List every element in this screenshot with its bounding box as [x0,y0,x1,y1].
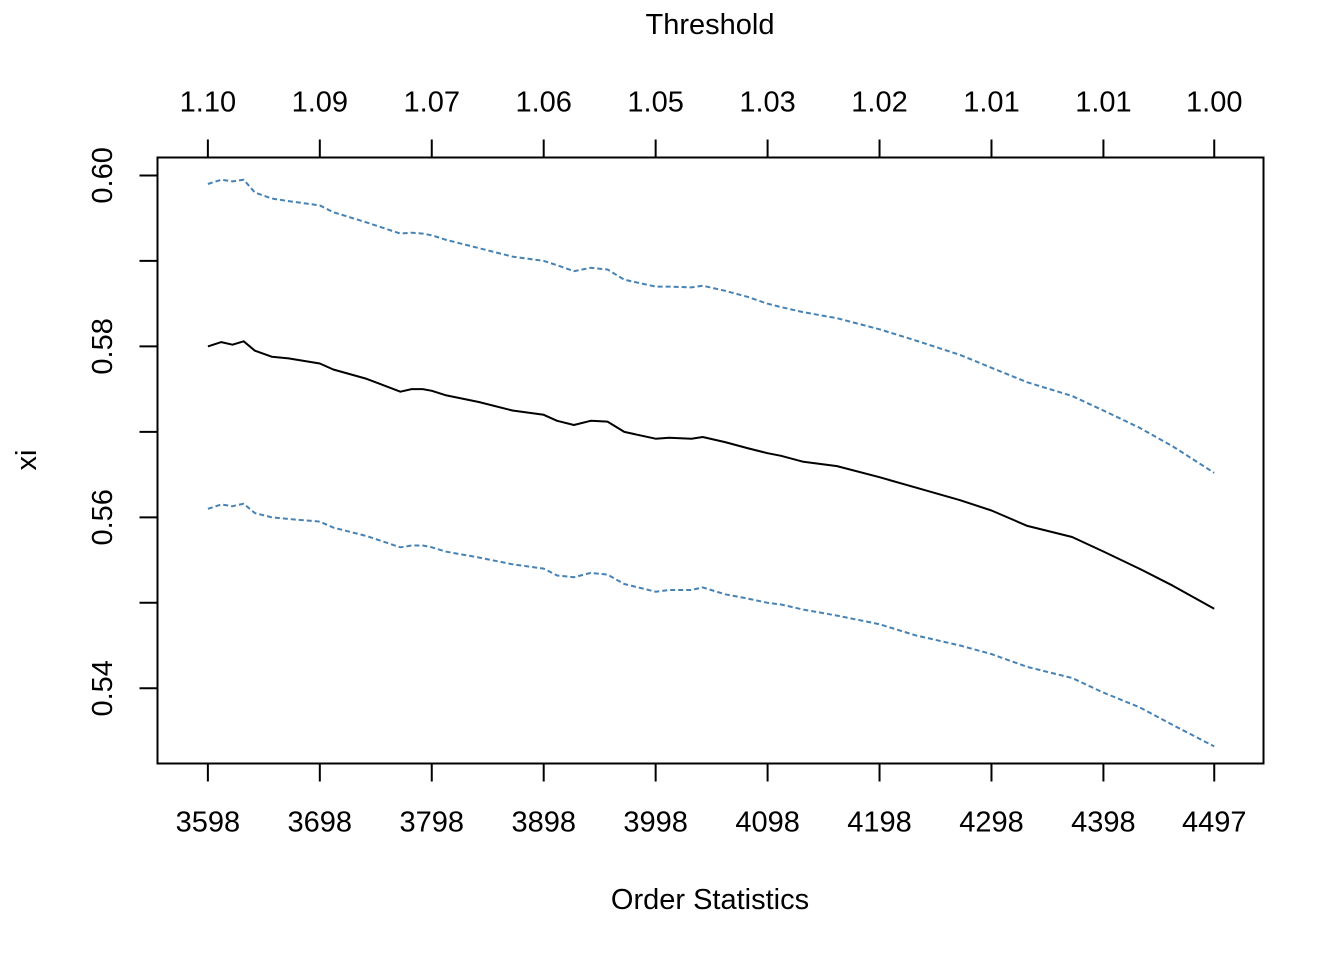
y-axis: 0.54 0.56 0.58 0.60 [87,147,158,717]
y-tick-label: 0.60 [87,147,119,203]
top-tick-label: 1.07 [404,87,460,119]
x-tick-label: 3798 [400,807,465,839]
x-tick-label: 3998 [623,807,688,839]
x-tick-label: 4298 [959,807,1024,839]
top-tick-label: 1.05 [627,87,683,119]
y-axis-title: xi [11,450,43,471]
x-tick-label: 3898 [511,807,576,839]
top-tick-label: 1.10 [180,87,236,119]
y-tick-label: 0.54 [87,660,119,716]
plot-box [156,156,1265,765]
x-tick-label: 4098 [735,807,800,839]
top-threshold-axis: 1.10 1.09 1.07 1.06 1.05 1.03 1.02 1.01 1.01 1.00 [180,87,1242,158]
x-tick-label: 3598 [176,807,241,839]
series-line-lower-bound [207,502,1215,748]
top-tick-label: 1.03 [739,87,795,119]
top-tick-label: 1.00 [1186,87,1242,119]
top-tick-label: 1.02 [851,87,907,119]
top-tick-label: 1.09 [292,87,348,119]
top-tick-label: 1.01 [1075,87,1131,119]
series-line-upper-bound [207,178,1215,474]
y-tick-label: 0.56 [87,489,119,545]
series-layer [207,178,1215,748]
top-tick-label: 1.01 [963,87,1019,119]
series-line-estimate [207,340,1215,610]
top-axis-title: Threshold [646,9,775,41]
x-tick-label: 4497 [1182,807,1247,839]
x-tick-label: 4398 [1071,807,1136,839]
x-axis: 3598 3698 3798 3898 3998 4098 4198 4298 4398 4497 [176,763,1247,839]
top-tick-label: 1.06 [515,87,571,119]
x-axis-title: Order Statistics [611,884,809,916]
y-tick-label: 0.58 [87,318,119,374]
x-tick-label: 4198 [847,807,912,839]
x-tick-label: 3698 [288,807,353,839]
